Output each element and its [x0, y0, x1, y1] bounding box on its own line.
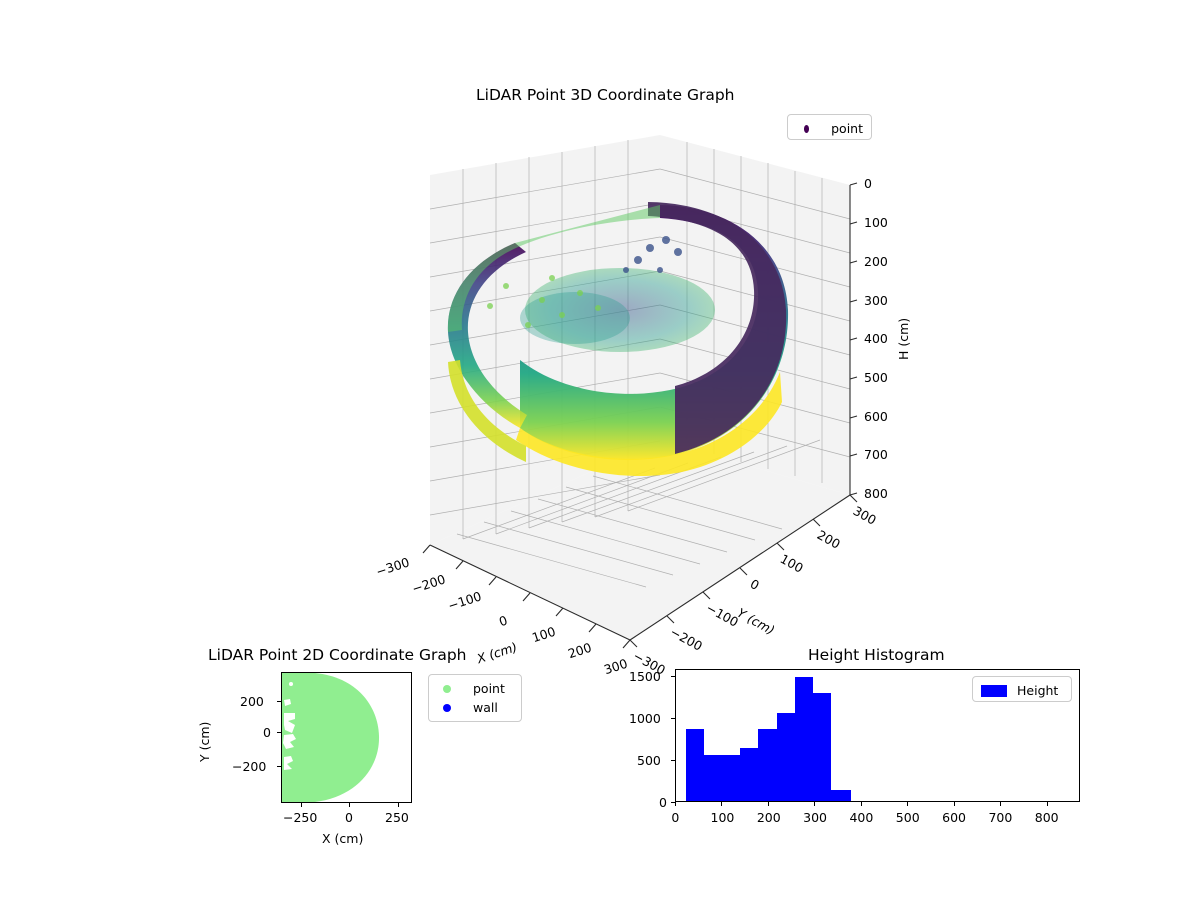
histogram-bar	[776, 712, 795, 801]
plot2d-yaxis-label: Y (cm)	[197, 721, 212, 762]
plot3d-point-cloud	[447, 202, 789, 477]
plot2d-x-tick-0: 0	[345, 810, 353, 825]
histogram-bar	[722, 755, 741, 801]
z-tick-500: 500	[864, 370, 888, 385]
legend-label-height: Height	[1017, 683, 1059, 698]
plot3d-legend[interactable]: point	[787, 114, 872, 140]
z-tick-600: 600	[864, 409, 888, 424]
histogram-bar	[758, 728, 777, 801]
plot3d-z-axis	[849, 182, 858, 496]
hist-x-tick-100: 100	[710, 810, 735, 825]
hist-x-tick-500: 500	[895, 810, 920, 825]
plot3d-x-axis	[422, 544, 631, 649]
histogram-title: Height Histogram	[808, 646, 945, 664]
histogram-bar	[686, 728, 705, 801]
legend-label-point: point	[473, 681, 505, 696]
z-tick-200: 200	[864, 254, 888, 269]
histogram-legend[interactable]: Height	[972, 676, 1072, 702]
z-tick-400: 400	[864, 331, 888, 346]
plot3d-y-axis	[629, 494, 858, 648]
plot2d-xaxis-label: X (cm)	[322, 831, 364, 846]
legend-item-point[interactable]: point	[437, 679, 513, 698]
hist-x-tick-400: 400	[849, 810, 874, 825]
plot2d-canvas	[282, 673, 380, 802]
hist-x-tick-700: 700	[988, 810, 1013, 825]
point-marker-icon	[443, 684, 451, 693]
histogram-bar	[812, 692, 831, 801]
plot3d-axes[interactable]: 0 100 200 300 400 500 600 700 800 H (cm)…	[330, 110, 911, 678]
plot2d-axes[interactable]	[281, 672, 412, 803]
hist-y-tick-1000: 1000	[629, 711, 661, 726]
plot3d-zaxis-label: H (cm)	[896, 317, 911, 360]
hist-y-tick-500: 500	[637, 753, 661, 768]
legend-item-wall[interactable]: wall	[437, 698, 513, 717]
plot2d-y-tick-200: 200	[240, 694, 264, 709]
histogram-bar	[704, 755, 723, 801]
point-marker-icon	[804, 124, 810, 133]
legend-item-height[interactable]: Height	[981, 681, 1063, 700]
z-tick-700: 700	[864, 447, 888, 462]
histogram-bar	[830, 789, 852, 801]
point-cloud-2d	[282, 673, 380, 802]
x-tick-300: 300	[602, 655, 630, 678]
histogram-bar	[794, 676, 813, 801]
hist-y-tick-1500: 1500	[629, 669, 661, 684]
plot3d-title: LiDAR Point 3D Coordinate Graph	[476, 86, 735, 104]
legend-label-point: point	[831, 121, 863, 136]
hist-x-tick-800: 800	[1034, 810, 1059, 825]
plot2d-x-tick--250: −250	[283, 810, 318, 825]
z-tick-0: 0	[864, 176, 872, 191]
height-swatch-icon	[981, 684, 1007, 697]
legend-label-wall: wall	[473, 700, 498, 715]
legend-item-point[interactable]: point	[796, 119, 863, 138]
hist-x-tick-300: 300	[803, 810, 828, 825]
hist-x-tick-600: 600	[942, 810, 966, 825]
plot3d-canvas	[422, 135, 858, 649]
histogram-bar	[740, 748, 759, 801]
hist-x-tick-0: 0	[671, 810, 680, 825]
plot2d-y-tick-0: 0	[263, 725, 271, 740]
hist-x-tick-200: 200	[756, 810, 781, 825]
hist-y-tick-0: 0	[659, 795, 667, 810]
z-tick-800: 800	[864, 486, 888, 501]
z-tick-300: 300	[864, 293, 888, 308]
wall-marker-icon	[443, 703, 451, 712]
plot2d-x-tick-250: 250	[385, 810, 409, 825]
histogram-bars	[676, 670, 1079, 801]
point-cloud-voids	[283, 682, 296, 770]
plot2d-title: LiDAR Point 2D Coordinate Graph	[208, 646, 467, 664]
plot2d-legend[interactable]: point wall	[428, 674, 522, 722]
z-tick-100: 100	[864, 215, 888, 230]
plot2d-y-tick--200: −200	[232, 759, 267, 774]
